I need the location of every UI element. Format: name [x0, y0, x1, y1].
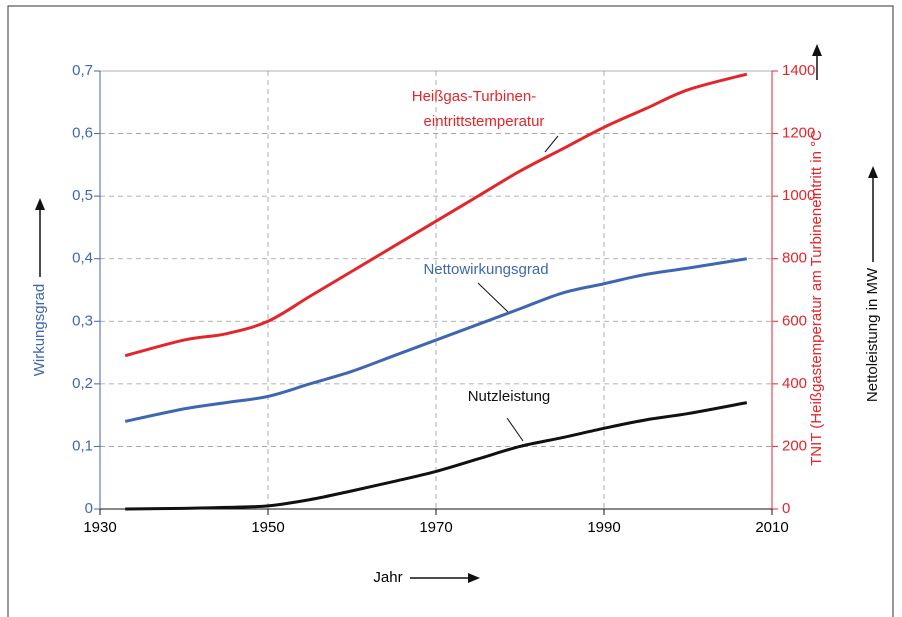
- y-tick-label: 0,7: [72, 62, 93, 79]
- leader-line: [506, 417, 524, 442]
- x-tick-label: 1950: [251, 519, 284, 536]
- series-line: [124, 257, 748, 423]
- y2-tick-label: 400: [782, 375, 807, 392]
- x-tick-label: 1990: [587, 519, 620, 536]
- arrow-head: [35, 198, 45, 210]
- y-tick-label: 0,2: [72, 375, 93, 392]
- x-axis-label: Jahr: [373, 569, 402, 586]
- arrow-head: [468, 573, 480, 583]
- x-tick-label: 1970: [419, 519, 452, 536]
- leader-line: [544, 135, 559, 153]
- x-tick-label: 1930: [83, 519, 116, 536]
- series-label: eintrittstemperatur: [424, 113, 545, 130]
- frame: [7, 5, 894, 617]
- series-line: [125, 401, 748, 511]
- y-tick-label: 0,1: [72, 437, 93, 454]
- y2-tick-label: 200: [782, 437, 807, 454]
- y-tick-label: 0,3: [72, 312, 93, 329]
- y2-axis-label: TNIT (Heißgastemperatur am Turbineneintr…: [808, 130, 825, 466]
- series-label: Nettowirkungsgrad: [423, 261, 548, 278]
- y2-tick-label: 800: [782, 250, 807, 267]
- y-tick-label: 0,6: [72, 125, 93, 142]
- y-tick-label: 0: [85, 500, 93, 517]
- y2-tick-label: 1400: [782, 62, 815, 79]
- x-tick-label: 2010: [755, 519, 788, 536]
- series-label: Heißgas-Turbinen-: [412, 88, 537, 105]
- y2-tick-label: 0: [782, 500, 790, 517]
- y-tick-label: 0,5: [72, 187, 93, 204]
- y-tick-label: 0,4: [72, 250, 93, 267]
- leader-line: [477, 282, 509, 313]
- y-axis-label: Wirkungsgrad: [31, 284, 48, 377]
- arrow-head: [812, 44, 822, 56]
- series-label: Nutzleistung: [468, 388, 551, 405]
- y2-tick-label: 1000: [782, 187, 815, 204]
- series-line: [124, 72, 748, 358]
- y2-tick-label: 600: [782, 312, 807, 329]
- y3-axis-label: Nettoleistung in MW: [864, 267, 881, 402]
- y2-tick-label: 1200: [782, 125, 815, 142]
- arrow-head: [868, 166, 878, 178]
